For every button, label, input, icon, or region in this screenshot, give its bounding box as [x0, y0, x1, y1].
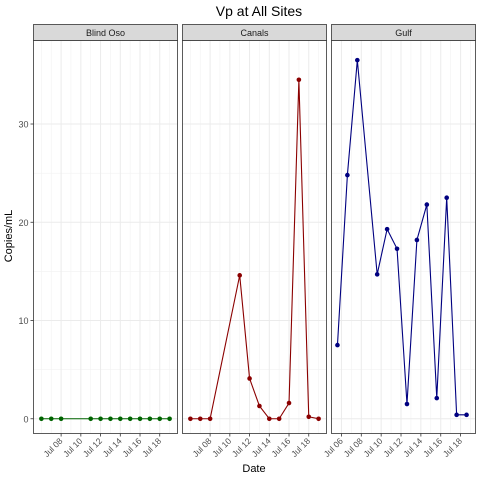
- y-tick-label: 30: [18, 120, 28, 130]
- y-tick-label: 10: [18, 316, 28, 326]
- data-point: [394, 246, 400, 252]
- data-point: [98, 416, 103, 422]
- data-point: [444, 195, 450, 200]
- data-point: [157, 416, 163, 422]
- data-point: [434, 395, 440, 401]
- data-point: [88, 416, 94, 422]
- x-axis-title: Date: [242, 463, 265, 475]
- facet-strip-label: Gulf: [395, 28, 412, 38]
- panel-background: [33, 40, 178, 434]
- data-point: [335, 342, 340, 348]
- data-point: [188, 416, 193, 422]
- y-tick-label: 0: [23, 414, 28, 424]
- data-point: [464, 412, 469, 418]
- data-point: [454, 412, 459, 418]
- data-point: [316, 416, 321, 422]
- y-axis-title: Copies/mL: [3, 210, 15, 263]
- data-point: [424, 202, 430, 207]
- data-point: [48, 416, 54, 422]
- data-point: [345, 172, 350, 178]
- panel-border: [33, 40, 178, 434]
- data-point: [127, 416, 133, 422]
- data-point: [306, 414, 312, 420]
- data-point: [384, 226, 390, 232]
- panel-background: [331, 40, 476, 434]
- data-point: [414, 237, 420, 243]
- data-point: [286, 400, 292, 406]
- data-point: [247, 376, 252, 381]
- facet-strip-label: Canals: [240, 28, 269, 38]
- data-point: [137, 416, 143, 422]
- facet-strip-label: Blind Oso: [86, 28, 125, 38]
- data-point: [296, 77, 302, 83]
- data-point: [117, 416, 123, 422]
- data-point: [266, 416, 272, 422]
- data-point: [404, 401, 410, 407]
- data-point: [167, 416, 172, 422]
- data-point: [355, 57, 360, 63]
- data-point: [197, 416, 203, 422]
- y-tick-label: 20: [18, 218, 28, 228]
- y-axis: 0 10 20 30: [18, 120, 34, 424]
- data-point: [147, 416, 153, 422]
- data-point: [237, 273, 243, 278]
- data-point: [257, 403, 262, 409]
- data-point: [374, 272, 380, 277]
- panel-border: [182, 40, 327, 434]
- data-point: [58, 416, 64, 422]
- data-point: [207, 416, 213, 422]
- panel-background: [182, 40, 327, 434]
- data-point: [39, 416, 44, 422]
- panel-border: [331, 40, 476, 434]
- data-point: [276, 416, 282, 422]
- data-point: [108, 416, 113, 422]
- chart-title: Vp at All Sites: [216, 3, 302, 19]
